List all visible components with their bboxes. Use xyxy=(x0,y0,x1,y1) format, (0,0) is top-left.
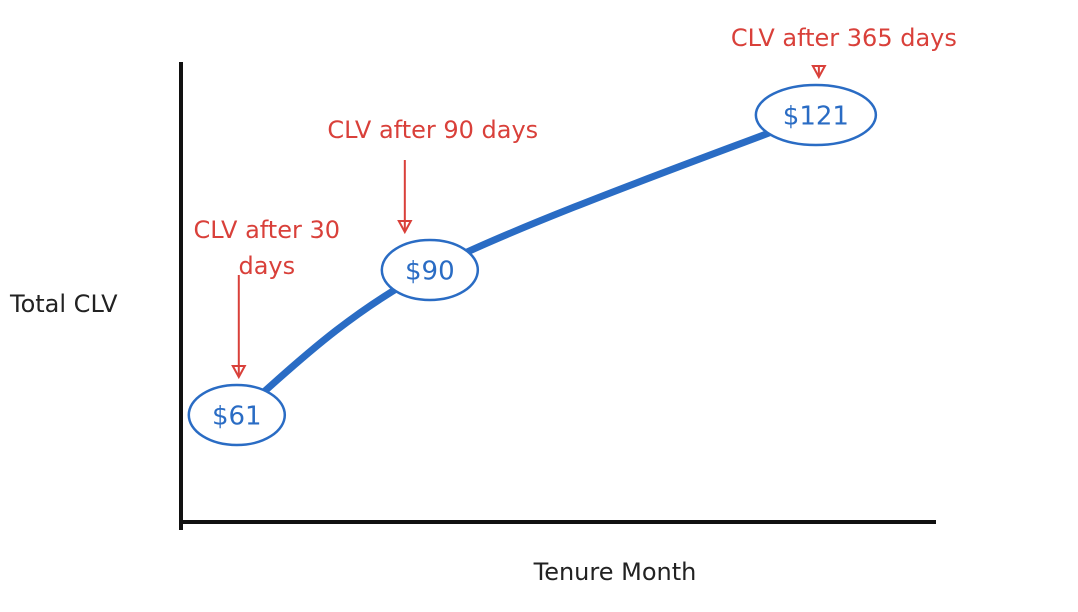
y-axis-label: Total CLV xyxy=(9,290,118,318)
x-axis-label: Tenure Month xyxy=(533,558,697,586)
value-bubble xyxy=(187,383,287,447)
annotation: CLV after 365 days xyxy=(730,24,957,52)
value-bubble xyxy=(754,83,878,147)
value-label: $121 xyxy=(783,102,849,132)
arrow-head xyxy=(811,65,827,80)
annotation: CLV after 90 days xyxy=(327,116,539,144)
arrow-head xyxy=(397,220,413,235)
value-bubble xyxy=(380,238,480,302)
arrow-head xyxy=(231,365,247,380)
annotation: CLV after 30 days xyxy=(193,216,341,280)
value-label: $61 xyxy=(212,402,262,432)
value-label: $90 xyxy=(405,257,455,287)
